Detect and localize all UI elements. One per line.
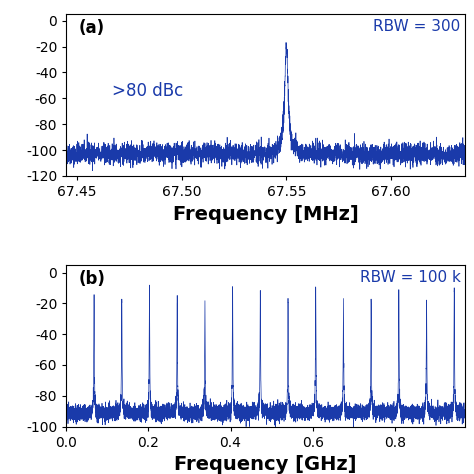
Text: >80 dBc: >80 dBc — [112, 82, 184, 100]
Text: RBW = 300: RBW = 300 — [374, 19, 461, 34]
Text: (a): (a) — [78, 19, 104, 37]
Text: RBW = 100 k: RBW = 100 k — [360, 270, 461, 285]
X-axis label: Frequency [MHz]: Frequency [MHz] — [173, 204, 358, 224]
Text: (b): (b) — [78, 270, 105, 288]
X-axis label: Frequency [GHz]: Frequency [GHz] — [174, 455, 357, 474]
